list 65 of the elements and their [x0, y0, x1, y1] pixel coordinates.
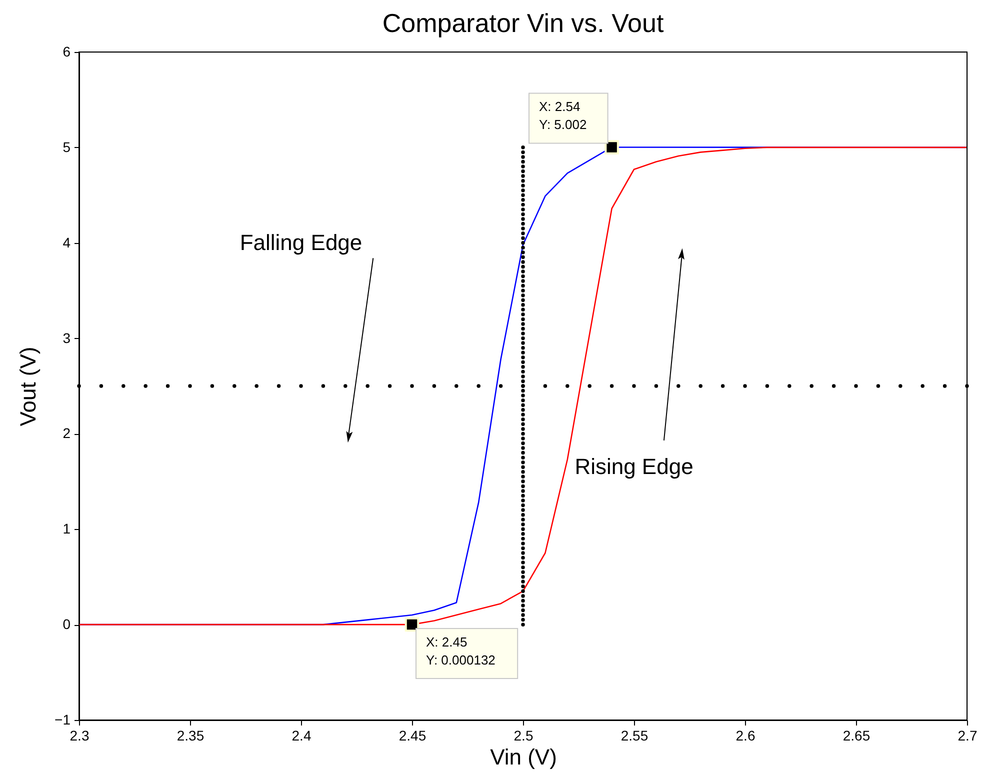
- x-tick-label: 2.55: [620, 728, 648, 744]
- point: [166, 384, 170, 388]
- point: [344, 384, 348, 388]
- chart-title: Comparator Vin vs. Vout: [382, 8, 664, 38]
- point: [876, 384, 880, 388]
- point: [942, 384, 947, 388]
- point: [898, 384, 902, 388]
- point: [254, 384, 258, 388]
- y-tick-label: 0: [62, 616, 71, 632]
- point: [743, 384, 747, 388]
- point: [588, 384, 592, 388]
- y-tick-label: −1: [54, 712, 71, 728]
- point: [788, 384, 792, 388]
- point: [920, 384, 924, 388]
- x-tick-label: 2.45: [398, 728, 426, 744]
- point: [566, 384, 570, 388]
- x-tick-label: 2.6: [736, 728, 756, 744]
- annotation: X: 2.45 Y: 0.000132: [426, 634, 496, 668]
- point: [366, 384, 370, 388]
- x-tick-label: 2.35: [176, 728, 204, 744]
- x-tick-label: 2.65: [842, 728, 870, 744]
- point: [676, 384, 680, 388]
- point: [454, 384, 458, 388]
- point: [188, 384, 192, 388]
- y-tick-label: 1: [62, 520, 71, 537]
- y-axis-title: Vout (V): [16, 346, 41, 426]
- point: [404, 617, 420, 632]
- point: [498, 384, 503, 388]
- point: [388, 384, 392, 388]
- x-tick-label: 2.3: [70, 728, 90, 744]
- point: [810, 384, 814, 388]
- x-tick-label: 2.4: [292, 728, 312, 744]
- annotation: Falling Edge: [240, 230, 362, 255]
- y-tick-label: 3: [62, 330, 71, 346]
- point: [276, 384, 281, 388]
- point: [122, 384, 126, 388]
- point: [299, 384, 303, 388]
- x-tick-label: 2.5: [514, 728, 534, 744]
- point: [144, 384, 148, 388]
- point: [654, 384, 658, 388]
- annotation: X: 2.54 Y: 5.002: [539, 99, 587, 132]
- point: [698, 384, 702, 388]
- point: [410, 384, 414, 388]
- y-tick-label: 2: [62, 425, 71, 442]
- y-tick-label: 6: [62, 44, 71, 60]
- point: [543, 384, 548, 388]
- x-tick-label: 2.7: [958, 728, 978, 744]
- point: [832, 384, 836, 388]
- y-tick-label: 4: [62, 234, 71, 250]
- point: [210, 384, 214, 388]
- point: [321, 384, 326, 388]
- point: [632, 384, 636, 388]
- point: [765, 384, 770, 388]
- y-tick-label: 5: [62, 138, 71, 155]
- point: [854, 384, 858, 388]
- point: [610, 384, 614, 388]
- point: [232, 384, 236, 388]
- point: [720, 384, 725, 388]
- point: [432, 384, 436, 388]
- annotation: Rising Edge: [574, 454, 694, 480]
- point: [476, 384, 480, 388]
- x-axis-title: Vin (V): [490, 744, 557, 770]
- point: [521, 384, 525, 388]
- point: [99, 384, 104, 388]
- point: [604, 140, 619, 154]
